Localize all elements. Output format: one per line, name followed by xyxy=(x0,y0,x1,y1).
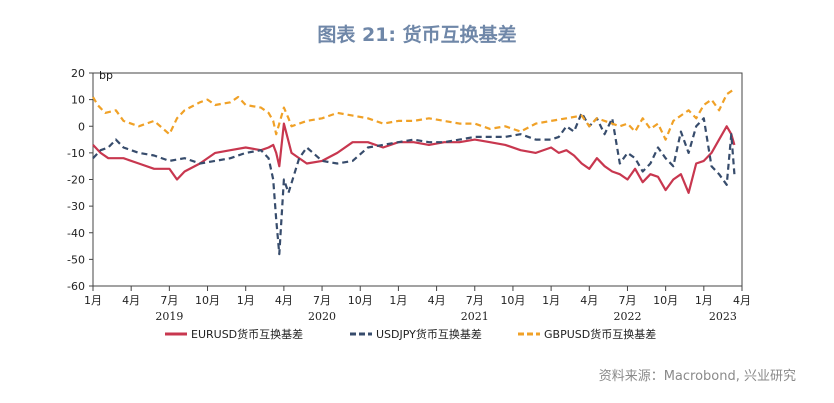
legend-label-gbpusd: GBPUSD货币互换基差 xyxy=(544,327,656,341)
y-tick-label: -20 xyxy=(67,174,85,187)
series-line-usdjpy xyxy=(92,111,736,256)
source-note: 资料来源：Macrobond, 兴业研究 xyxy=(598,369,796,384)
axis-layer: 20 10 0 -10 -20 -30 -40 -50 -60 bp 1月 4月 7月 10月 1月 4月 7月… xyxy=(67,67,751,323)
x-tick-label: 7月 xyxy=(618,294,636,307)
series-line-eurusd xyxy=(92,122,736,194)
x-tick-label: 10月 xyxy=(653,294,678,307)
series-layer xyxy=(92,88,736,256)
legend-label-usdjpy: USDJPY货币互换基差 xyxy=(376,327,482,341)
y-axis-unit: bp xyxy=(99,69,113,82)
y-tick-label: 20 xyxy=(71,67,85,80)
y-tick-label: -30 xyxy=(67,200,85,213)
legend-label-eurusd: EURUSD货币互换基差 xyxy=(191,327,303,341)
x-tick-label: 7月 xyxy=(160,294,178,307)
y-tick-label: 10 xyxy=(71,94,85,107)
y-tick-label: -60 xyxy=(67,280,85,293)
x-tick-label: 4月 xyxy=(275,294,293,307)
x-tick-label: 1月 xyxy=(695,294,713,307)
x-year-label: 2020 xyxy=(308,310,336,323)
chart-title: 图表 21: 货币互换基差 xyxy=(317,24,517,46)
x-tick-label: 4月 xyxy=(122,294,140,307)
x-year-label: 2019 xyxy=(155,310,183,323)
x-year-label: 2023 xyxy=(709,310,737,323)
x-tick-label: 10月 xyxy=(500,294,525,307)
legend: EURUSD货币互换基差 USDJPY货币互换基差 GBPUSD货币互换基差 xyxy=(165,327,656,341)
x-tick-label: 1月 xyxy=(84,294,102,307)
x-tick-label: 4月 xyxy=(428,294,446,307)
x-tick-label: 7月 xyxy=(466,294,484,307)
y-tick-label: -10 xyxy=(67,147,85,160)
y-tick-label: -50 xyxy=(67,253,85,266)
x-tick-label: 10月 xyxy=(348,294,373,307)
x-tick-label: 4月 xyxy=(733,294,751,307)
x-tick-label: 1月 xyxy=(542,294,560,307)
x-tick-label: 1月 xyxy=(237,294,255,307)
x-tick-label: 1月 xyxy=(389,294,407,307)
x-tick-label: 7月 xyxy=(313,294,331,307)
y-tick-label: -40 xyxy=(67,227,85,240)
y-tick-label: 0 xyxy=(78,120,85,133)
x-tick-label: 4月 xyxy=(580,294,598,307)
series-line-gbpusd xyxy=(92,88,736,141)
x-tick-label: 10月 xyxy=(195,294,220,307)
x-year-label: 2022 xyxy=(613,310,641,323)
x-year-label: 2021 xyxy=(461,310,489,323)
